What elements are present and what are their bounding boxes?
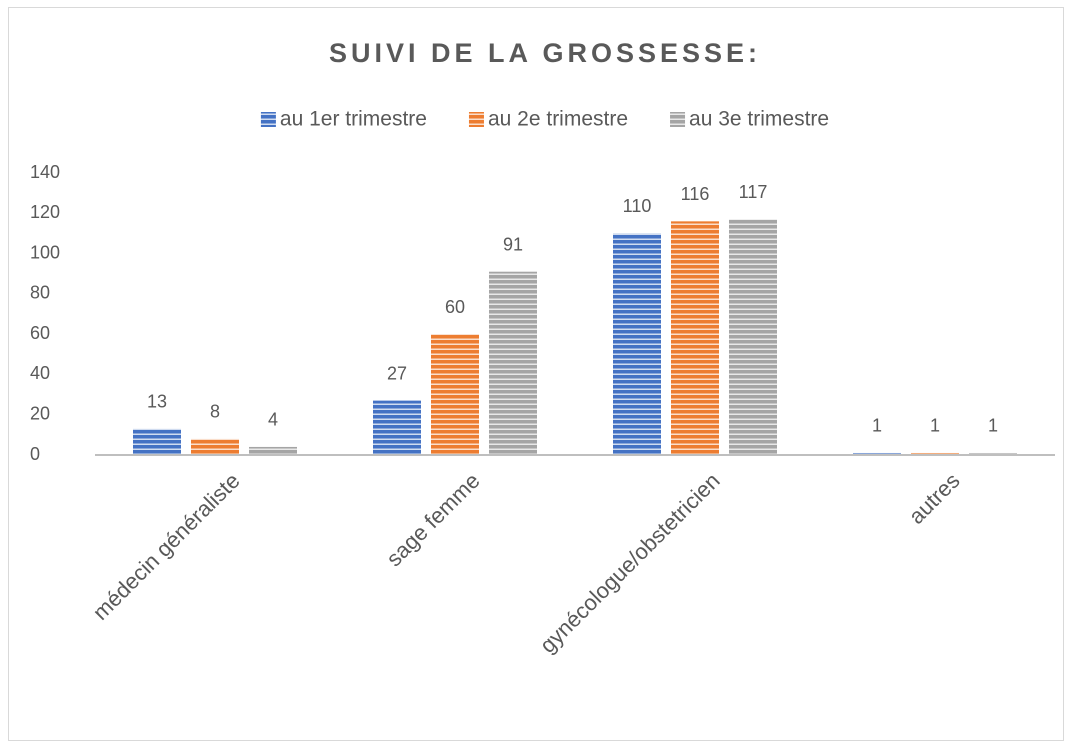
- bar: [671, 221, 719, 455]
- bar: [613, 233, 661, 455]
- y-tick-label: 0: [30, 444, 40, 464]
- bar: [431, 334, 479, 455]
- bar: [489, 271, 537, 455]
- legend-swatch: [260, 112, 276, 127]
- bar: [969, 452, 1017, 455]
- y-tick-label: 60: [30, 323, 50, 343]
- data-label: 91: [503, 234, 523, 254]
- data-label: 1: [872, 416, 882, 436]
- legend-label: au 2e trimestre: [488, 108, 628, 131]
- data-label: 27: [387, 363, 407, 383]
- data-label: 1: [988, 416, 998, 436]
- bar: [853, 452, 901, 455]
- y-tick-label: 80: [30, 283, 50, 303]
- legend-swatch: [468, 112, 484, 127]
- y-tick-label: 100: [30, 242, 60, 262]
- y-tick-label: 40: [30, 363, 50, 383]
- y-tick-label: 20: [30, 403, 50, 423]
- data-label: 1: [930, 416, 940, 436]
- bar: [911, 452, 959, 455]
- data-label: 8: [210, 402, 220, 422]
- data-label: 116: [681, 184, 710, 204]
- bar: [191, 438, 239, 455]
- bar: [373, 400, 421, 455]
- data-label: 4: [268, 410, 278, 430]
- bar: [729, 219, 777, 455]
- y-tick-label: 140: [30, 162, 60, 182]
- legend: au 1er trimestre au 2e trimestre au 3e tri…: [260, 108, 829, 131]
- legend-label: au 1er trimestre: [280, 108, 427, 131]
- chart-title: SUIVI DE LA GROSSESSE:: [329, 38, 761, 68]
- y-tick-label: 120: [30, 202, 60, 222]
- legend-label: au 3e trimestre: [689, 108, 829, 131]
- data-label: 110: [623, 196, 652, 216]
- data-label: 13: [147, 392, 167, 412]
- data-label: 117: [739, 182, 768, 202]
- legend-swatch: [670, 112, 686, 127]
- data-label: 60: [445, 297, 465, 317]
- bar: [133, 428, 181, 455]
- bar: [249, 446, 297, 455]
